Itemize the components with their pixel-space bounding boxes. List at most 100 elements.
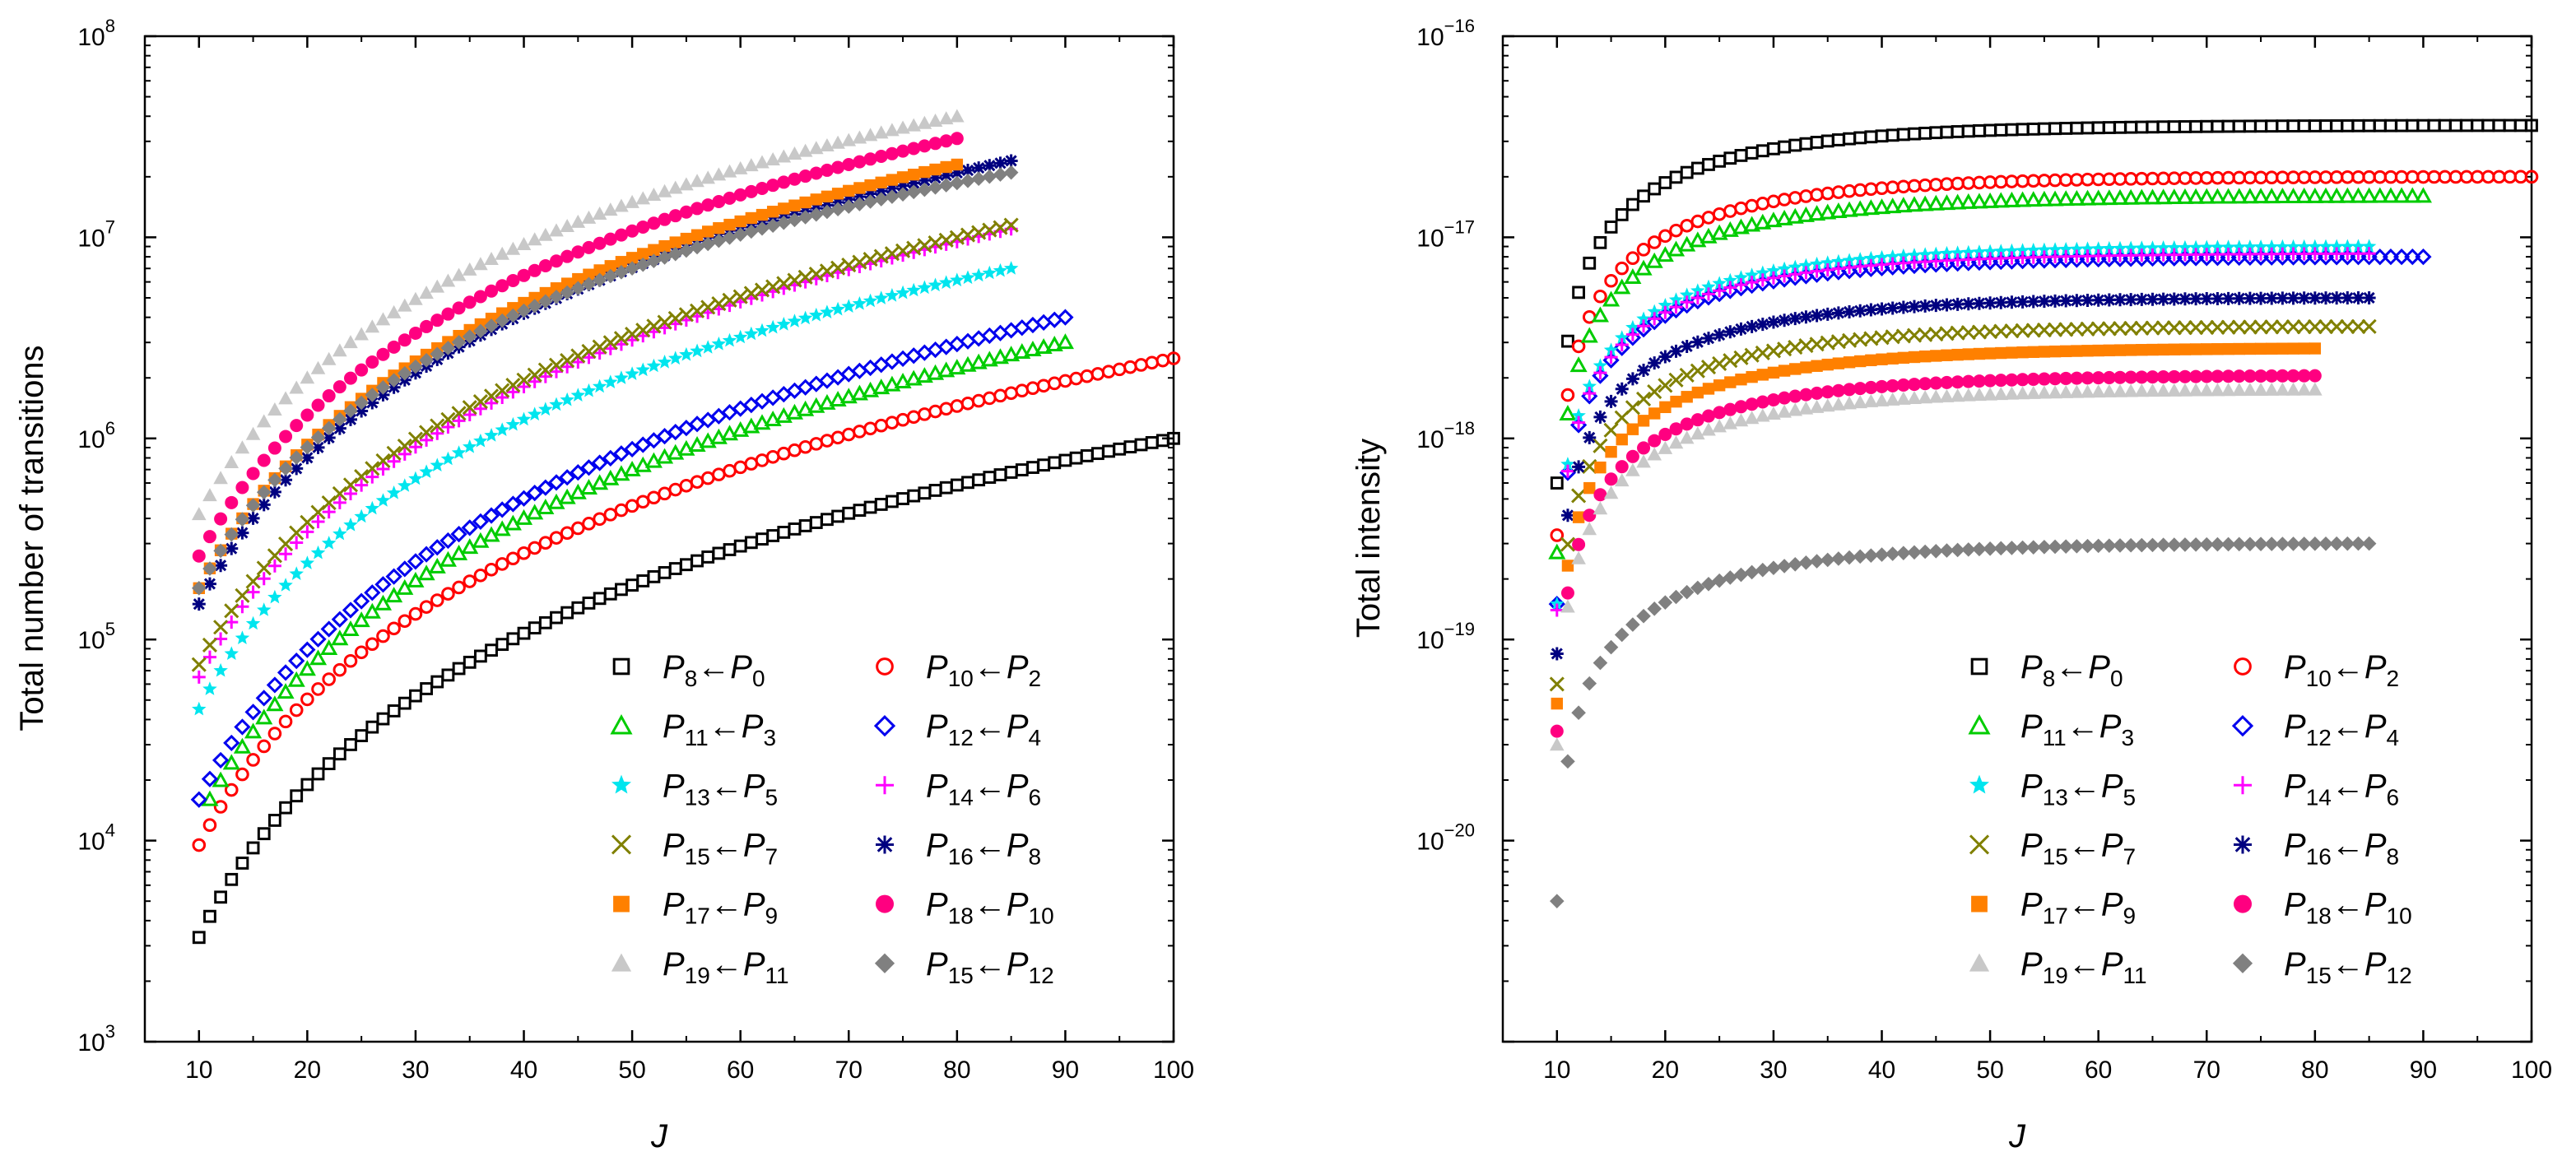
data-point bbox=[744, 158, 759, 172]
data-point bbox=[2178, 537, 2192, 552]
data-point bbox=[1961, 176, 1976, 190]
data-point bbox=[2403, 187, 2421, 203]
data-point bbox=[1808, 205, 1826, 221]
data-point bbox=[1024, 341, 1042, 357]
data-point bbox=[1678, 235, 1696, 252]
data-point bbox=[213, 543, 228, 559]
data-point bbox=[720, 425, 739, 441]
data-point bbox=[722, 292, 737, 308]
data-point bbox=[1831, 306, 1845, 320]
data-point bbox=[2253, 319, 2269, 335]
data-point bbox=[2167, 120, 2181, 133]
data-point bbox=[983, 471, 997, 484]
data-point bbox=[1593, 366, 1607, 380]
data-point bbox=[1712, 355, 1727, 371]
legend-p: P bbox=[926, 887, 948, 923]
legend-lower-index: 6 bbox=[1029, 784, 1042, 810]
data-point bbox=[679, 177, 694, 191]
data-point bbox=[538, 369, 552, 383]
data-point bbox=[2156, 369, 2170, 383]
legend-p: P bbox=[663, 827, 685, 863]
data-point bbox=[2090, 189, 2108, 206]
data-point bbox=[1896, 378, 1910, 392]
legend-entry: P11←P3 bbox=[2020, 708, 2134, 750]
data-point bbox=[2394, 170, 2409, 184]
data-point bbox=[2178, 383, 2192, 397]
data-point bbox=[2070, 371, 2084, 385]
data-point bbox=[873, 248, 889, 264]
legend-marker bbox=[1969, 774, 1989, 794]
legend-entry: P13←P5 bbox=[663, 768, 778, 810]
data-point bbox=[1113, 442, 1127, 456]
legend-upper-index: 13 bbox=[685, 784, 710, 810]
data-point bbox=[2136, 344, 2148, 356]
legend-arrow: ← bbox=[974, 827, 1007, 863]
data-point bbox=[1604, 472, 1618, 486]
data-point bbox=[342, 601, 360, 619]
data-point bbox=[1681, 391, 1693, 403]
legend-entry: P10←P2 bbox=[2284, 649, 2399, 691]
data-point bbox=[365, 319, 380, 333]
data-point bbox=[2254, 342, 2267, 355]
data-point bbox=[1778, 365, 1791, 377]
data-point bbox=[255, 708, 273, 725]
series-P15-P7 bbox=[191, 217, 1019, 672]
data-point bbox=[755, 155, 770, 169]
legend-lower-index: 9 bbox=[2123, 903, 2137, 929]
data-point bbox=[592, 272, 607, 288]
data-point bbox=[1004, 466, 1018, 479]
legend-upper-index: 17 bbox=[685, 903, 710, 929]
x-axis-title: J bbox=[2008, 1118, 2026, 1154]
data-point bbox=[961, 164, 974, 178]
data-point bbox=[2220, 383, 2236, 397]
data-point bbox=[1047, 376, 1062, 391]
data-point bbox=[2361, 536, 2377, 551]
data-point bbox=[940, 160, 952, 174]
data-point bbox=[1972, 296, 1986, 310]
data-point bbox=[1625, 197, 1639, 211]
data-point bbox=[1145, 355, 1159, 370]
data-point bbox=[559, 469, 576, 486]
data-point bbox=[505, 416, 521, 431]
data-point bbox=[1670, 395, 1682, 408]
legend-upper-index: 15 bbox=[2306, 963, 2332, 988]
data-point bbox=[1702, 409, 1715, 423]
data-point bbox=[766, 206, 779, 218]
data-point bbox=[906, 118, 922, 132]
data-point bbox=[1840, 201, 1858, 217]
data-point bbox=[408, 291, 423, 305]
data-point bbox=[2416, 118, 2430, 132]
data-point bbox=[322, 505, 336, 519]
data-point bbox=[1745, 198, 1759, 213]
data-point bbox=[570, 214, 586, 228]
data-point bbox=[2361, 239, 2377, 253]
data-point bbox=[1744, 411, 1760, 425]
data-point bbox=[2069, 241, 2085, 256]
data-point bbox=[430, 346, 445, 362]
data-point bbox=[1723, 353, 1738, 369]
data-point bbox=[591, 454, 608, 471]
data-point bbox=[257, 827, 271, 841]
data-point bbox=[2199, 170, 2214, 185]
data-point bbox=[1885, 392, 1900, 406]
data-point bbox=[1842, 183, 1857, 198]
data-point bbox=[938, 178, 954, 193]
data-point bbox=[1767, 366, 1780, 379]
data-point bbox=[266, 676, 284, 694]
legend-p: P bbox=[2364, 827, 2387, 863]
data-point bbox=[592, 379, 607, 393]
data-point bbox=[417, 546, 435, 563]
data-point bbox=[776, 317, 792, 331]
data-point bbox=[1755, 395, 1769, 409]
data-point bbox=[971, 171, 986, 187]
data-point bbox=[1701, 422, 1716, 436]
data-point bbox=[1778, 313, 1792, 327]
data-point bbox=[926, 364, 945, 380]
data-point bbox=[842, 158, 856, 172]
data-point bbox=[214, 890, 228, 904]
legend-arrow: ← bbox=[2332, 649, 2364, 685]
data-point bbox=[1843, 383, 1857, 397]
data-point bbox=[1594, 461, 1607, 474]
data-point bbox=[2341, 291, 2355, 305]
data-point bbox=[1745, 397, 1759, 411]
